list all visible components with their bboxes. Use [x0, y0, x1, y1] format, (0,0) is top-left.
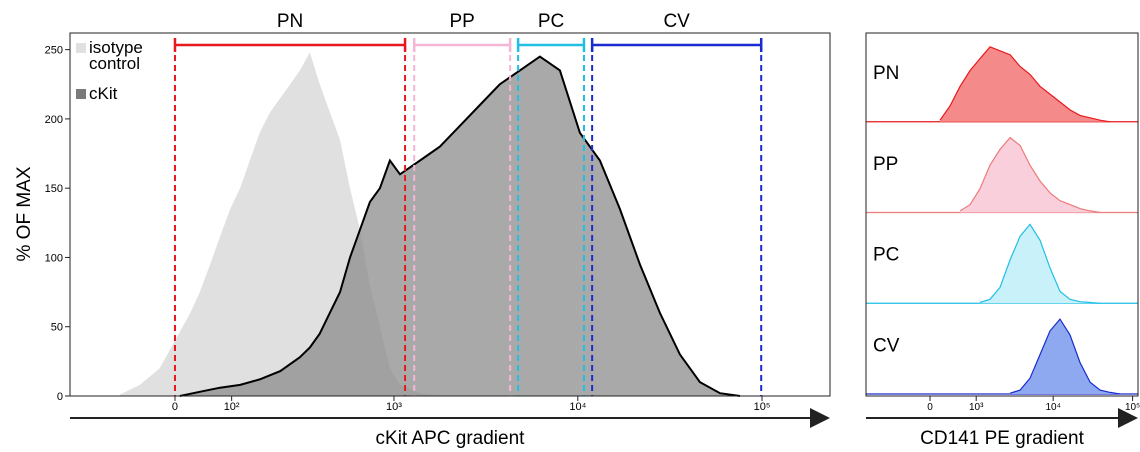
- x-tick-label: 10⁵: [1125, 402, 1140, 413]
- x-tick-label: 10⁵: [754, 401, 771, 413]
- legend-swatch: [76, 43, 86, 53]
- x-tick-label: 0: [927, 402, 933, 413]
- legend-label: isotype control: [89, 38, 143, 73]
- gate-label: PC: [538, 11, 564, 32]
- histogram-outline: [1009, 318, 1120, 395]
- x-tick-label: 10²: [224, 401, 240, 413]
- plot-frame: [865, 32, 1139, 397]
- y-tick-label: 0: [57, 391, 63, 403]
- y-tick-label: 200: [45, 114, 63, 126]
- histogram-area: [979, 224, 1101, 304]
- y-tick-label: 250: [45, 45, 63, 57]
- histogram-area: [1010, 319, 1120, 394]
- legend-item: cKit: [76, 84, 165, 103]
- histogram-outline: [979, 223, 1101, 304]
- y-tick-label: 50: [51, 322, 63, 334]
- panel-label: PN: [873, 63, 899, 84]
- histogram-outline: [959, 136, 1101, 214]
- legend-label: cKit: [89, 84, 118, 103]
- legend-item: isotype control: [76, 38, 165, 73]
- gate-label: CV: [663, 11, 690, 32]
- legend: isotype control cKit: [76, 38, 165, 116]
- x-tick-label: 0: [172, 401, 178, 413]
- histogram-area: [179, 56, 740, 396]
- x-axis-label: CD141 PE gradient: [920, 428, 1084, 449]
- y-tick-label: 100: [45, 252, 63, 264]
- panel-label: CV: [873, 335, 900, 356]
- gate-label: PN: [277, 11, 303, 32]
- y-tick-label: 150: [45, 183, 63, 195]
- panel-label: PC: [873, 245, 899, 266]
- x-tick-label: 10³: [386, 401, 402, 413]
- histogram-area: [940, 46, 1110, 122]
- histogram-area: [960, 137, 1101, 213]
- legend-swatch: [76, 89, 86, 99]
- x-tick-label: 10⁴: [1045, 402, 1060, 413]
- plot-frame: [69, 32, 831, 397]
- x-tick-label: 10³: [969, 402, 984, 413]
- histogram-outline: [939, 46, 1111, 123]
- gate-label: PP: [449, 11, 474, 32]
- x-tick-label: 10⁴: [569, 401, 586, 413]
- histogram-outline: [179, 55, 741, 397]
- x-axis-label: cKit APC gradient: [376, 428, 526, 449]
- y-axis-label: % OF MAX: [14, 166, 35, 261]
- panel-label: PP: [873, 154, 898, 175]
